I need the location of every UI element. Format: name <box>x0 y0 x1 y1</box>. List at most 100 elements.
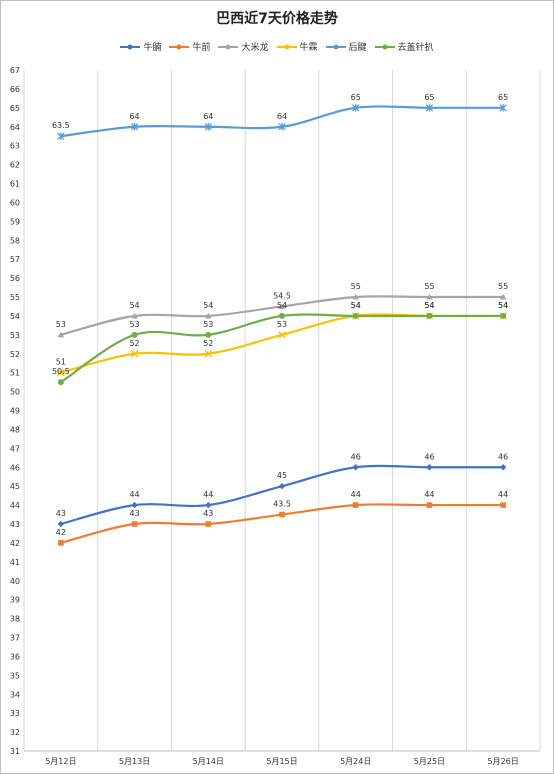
data-point <box>131 521 138 527</box>
y-tick-label: 54 <box>10 312 20 321</box>
y-tick-label: 43 <box>10 520 20 529</box>
data-label: 50.5 <box>52 367 70 376</box>
data-point <box>352 312 359 319</box>
data-label: 52 <box>203 339 213 348</box>
data-label: 43 <box>203 509 213 518</box>
data-label: 54 <box>351 301 361 310</box>
y-tick-label: 47 <box>10 444 20 453</box>
data-label: 54 <box>203 301 213 310</box>
y-tick-label: 49 <box>10 407 20 416</box>
legend-swatch <box>218 44 239 49</box>
data-point <box>130 123 139 131</box>
y-tick-label: 51 <box>10 369 20 378</box>
data-point <box>204 123 212 131</box>
data-label: 44 <box>498 490 508 499</box>
legend-item: 牛前 <box>169 40 210 53</box>
data-point <box>131 331 138 338</box>
data-point <box>57 368 65 377</box>
x-tick-label: 5月26日 <box>488 757 519 766</box>
data-point <box>279 511 285 518</box>
data-label: 65 <box>498 93 508 102</box>
data-label: 45 <box>277 471 287 480</box>
x-tick-label: 5月13日 <box>119 757 150 766</box>
data-label: 54 <box>129 301 139 310</box>
legend-swatch <box>325 44 346 49</box>
y-tick-label: 63 <box>10 142 20 151</box>
chart-title: 巴西近7天价格走势 <box>216 11 338 27</box>
data-label: 55 <box>424 282 434 291</box>
data-point <box>499 293 507 300</box>
legend-swatch <box>276 44 297 49</box>
data-point <box>499 464 507 471</box>
x-tick-label: 5月24日 <box>340 757 371 766</box>
data-point <box>426 293 433 300</box>
data-point <box>279 312 285 319</box>
data-label: 46 <box>424 452 434 461</box>
y-tick-label: 31 <box>10 747 20 756</box>
data-label: 53 <box>203 320 213 329</box>
data-point <box>352 293 359 300</box>
data-point <box>352 502 359 508</box>
data-point <box>426 502 433 508</box>
y-tick-label: 59 <box>10 217 20 226</box>
data-point <box>57 132 65 140</box>
legend-item: 大米龙 <box>218 40 269 53</box>
legend-label: 牛前 <box>192 43 211 53</box>
y-tick-label: 56 <box>10 274 20 283</box>
x-tick-label: 5月15日 <box>266 757 297 766</box>
data-point <box>278 482 286 490</box>
data-label: 51 <box>56 358 66 367</box>
y-tick-label: 65 <box>10 104 20 113</box>
data-point <box>352 104 360 112</box>
data-point <box>426 464 433 471</box>
data-label: 53 <box>129 320 139 329</box>
data-point <box>278 123 286 131</box>
data-label: 64 <box>129 112 139 121</box>
data-label: 55 <box>498 282 508 291</box>
data-point <box>131 312 138 319</box>
data-point <box>205 501 212 509</box>
data-point <box>58 540 64 546</box>
data-label: 46 <box>498 452 508 461</box>
data-label: 64 <box>203 112 213 121</box>
y-tick-label: 35 <box>10 671 20 680</box>
data-label: 63.5 <box>52 121 70 130</box>
data-label: 53 <box>277 320 287 329</box>
data-label: 43.5 <box>273 500 291 509</box>
data-label: 54.5 <box>273 291 291 300</box>
legend-label: 牛腩 <box>143 43 162 53</box>
y-tick-label: 52 <box>10 350 20 359</box>
y-tick-label: 36 <box>10 652 20 661</box>
data-point <box>205 521 212 527</box>
data-point <box>205 331 212 338</box>
legend-swatch <box>120 44 141 49</box>
data-point <box>131 501 138 509</box>
data-point <box>57 379 64 386</box>
y-tick-label: 57 <box>10 255 20 264</box>
data-label: 55 <box>351 282 361 291</box>
y-tick-label: 42 <box>10 539 20 548</box>
data-point <box>500 312 507 319</box>
y-tick-label: 38 <box>10 615 20 624</box>
y-tick-label: 40 <box>10 577 20 586</box>
data-label: 46 <box>351 452 361 461</box>
data-label: 65 <box>424 93 434 102</box>
data-label: 54 <box>498 301 508 310</box>
y-tick-label: 48 <box>10 425 20 434</box>
data-label: 65 <box>351 93 361 102</box>
y-tick-label: 50 <box>10 388 20 397</box>
y-tick-label: 58 <box>10 236 20 245</box>
y-tick-label: 46 <box>10 463 20 472</box>
data-point <box>204 350 212 358</box>
y-tick-label: 41 <box>10 558 20 567</box>
data-point <box>278 303 286 310</box>
data-point <box>499 104 507 112</box>
data-label: 43 <box>56 509 66 518</box>
y-tick-label: 67 <box>10 66 20 75</box>
y-tick-label: 39 <box>10 596 20 605</box>
data-point <box>57 331 65 338</box>
y-tick-label: 64 <box>10 123 20 132</box>
legend-label: 牛霖 <box>299 43 318 53</box>
data-label: 52 <box>129 339 139 348</box>
legend: 牛腩 牛前 大米龙 牛霖 后腱 去盖针扒 <box>0 40 554 53</box>
